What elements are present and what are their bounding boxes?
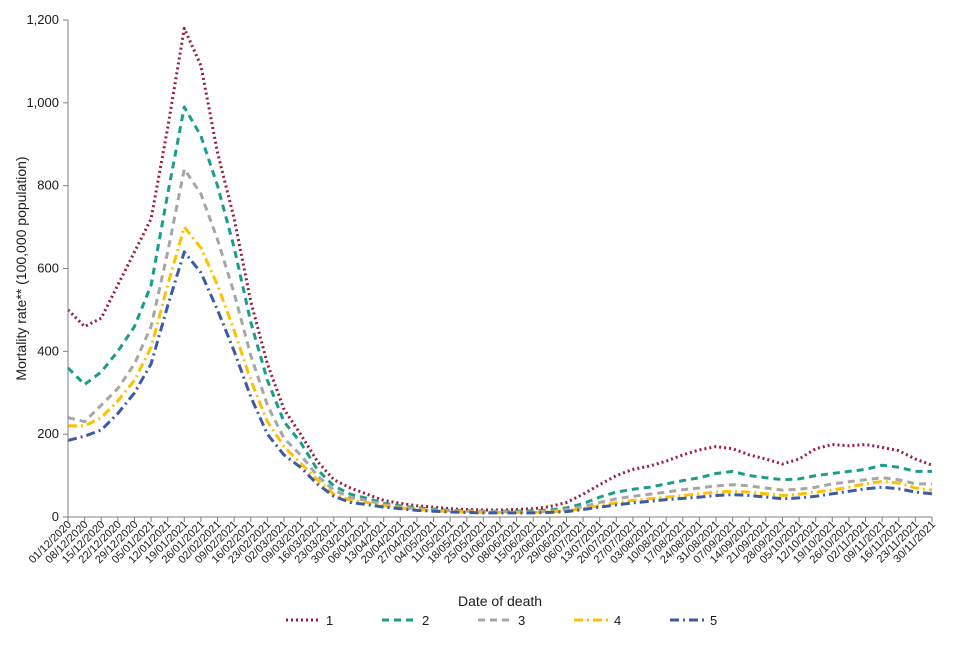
series-line-5: [67, 250, 933, 515]
legend-item-1: 1: [286, 613, 333, 628]
y-tick-label: 200: [37, 426, 59, 441]
series-lines: [66, 26, 933, 515]
legend-item-2: 2: [382, 613, 429, 628]
series-line-3: [67, 167, 932, 514]
legend-item-3: 3: [478, 613, 525, 628]
x-axis-title: Date of death: [458, 593, 542, 609]
y-tick-label: 0: [52, 509, 59, 524]
y-tick-label: 1,200: [26, 12, 59, 27]
legend-label: 3: [518, 613, 525, 628]
series-line-2: [66, 105, 932, 513]
y-tick-label: 800: [37, 178, 59, 193]
y-tick-label: 1,000: [26, 95, 59, 110]
y-axis-title: Mortality rate** (100,000 population): [13, 156, 29, 380]
y-tick-label: 400: [37, 343, 59, 358]
y-tick-label: 600: [37, 261, 59, 276]
legend-label: 5: [710, 613, 717, 628]
legend-label: 4: [614, 613, 621, 628]
axes: [67, 20, 932, 518]
legend: 1 2 3 4 5: [286, 613, 717, 628]
series-line-1: [66, 26, 933, 512]
legend-item-4: 4: [574, 613, 621, 628]
legend-label: 1: [326, 613, 333, 628]
series-line-4: [68, 225, 933, 514]
legend-item-5: 5: [670, 613, 717, 628]
legend-label: 2: [422, 613, 429, 628]
x-ticks: 01/12/202008/12/202015/12/202022/12/2020…: [27, 517, 938, 566]
y-ticks: 0 200 400 600 800 1,000 1,200: [26, 12, 68, 524]
